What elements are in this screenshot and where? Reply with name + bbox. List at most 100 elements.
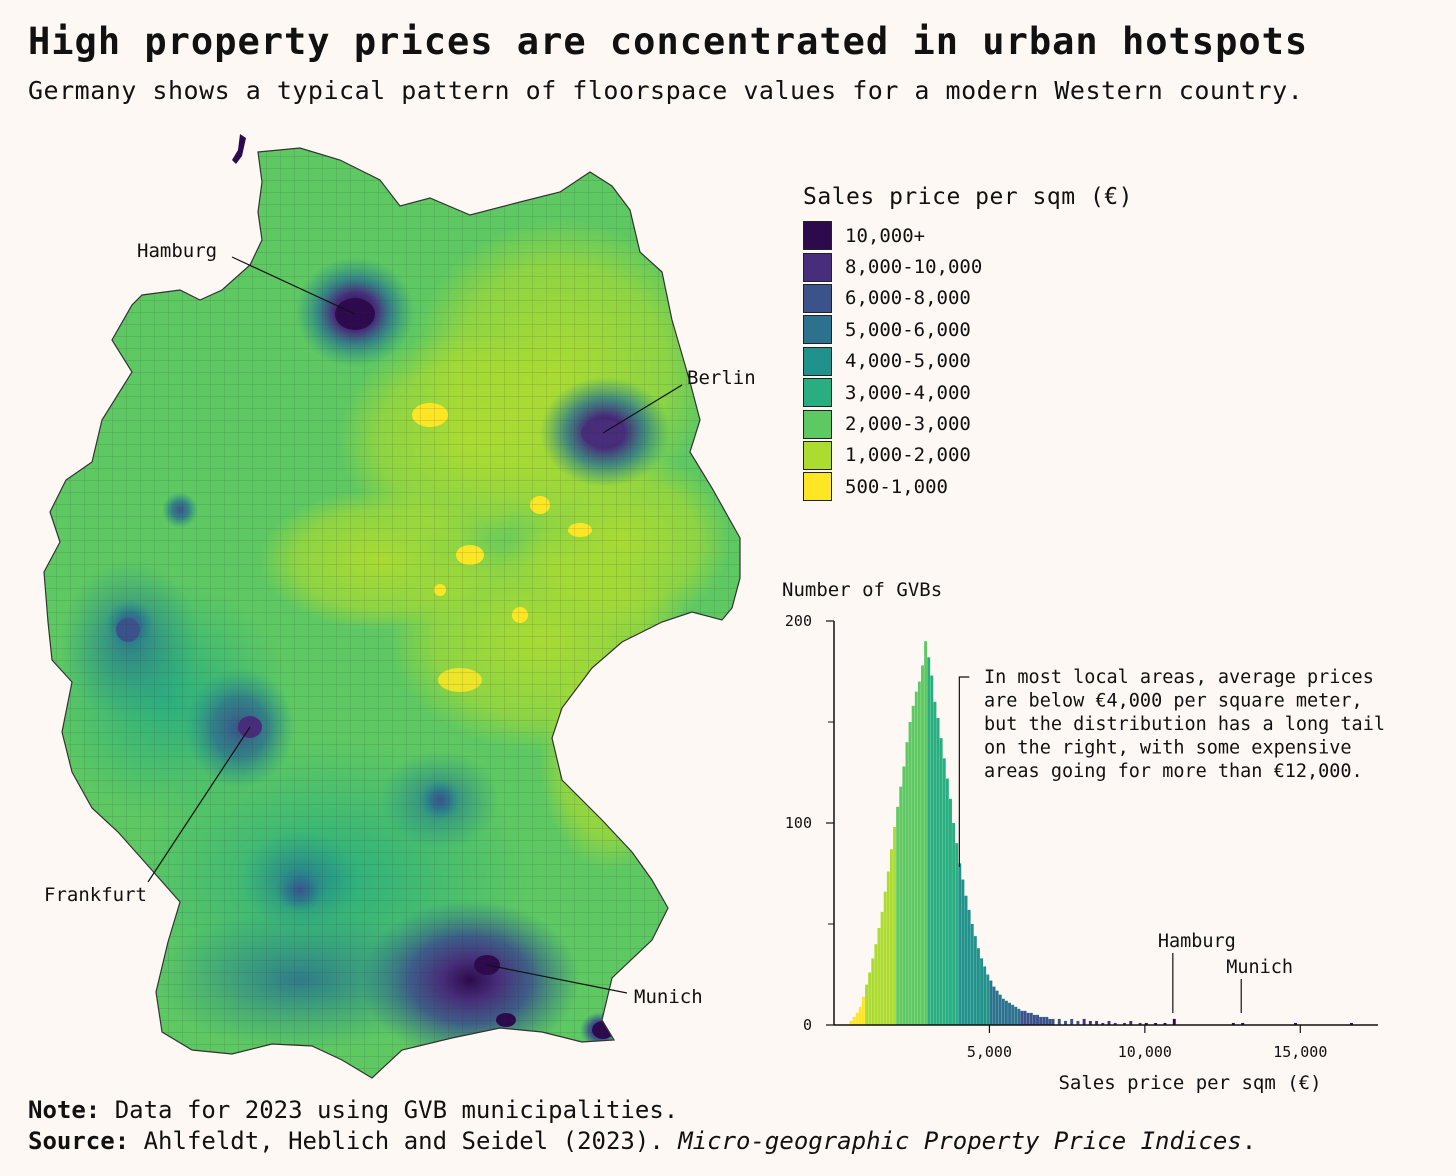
histogram-bar	[1023, 1010, 1027, 1025]
note-line: areas going for more than €12,000.	[984, 761, 1363, 782]
source-label: Source:	[28, 1127, 130, 1155]
histogram-bar	[961, 879, 965, 1025]
histogram-bar	[896, 806, 900, 1025]
legend-label: 10,000+	[845, 224, 926, 247]
germany-price-map: Hamburg Berlin Frankfurt Munich	[43, 134, 756, 1079]
note-bracket	[958, 676, 970, 867]
histogram-bar	[939, 738, 943, 1025]
histogram-bar	[883, 891, 887, 1025]
legend-label: 6,000-8,000	[845, 287, 971, 310]
source-end: .	[1241, 1127, 1257, 1155]
histogram-bar	[1001, 998, 1005, 1025]
histogram-bar	[933, 701, 937, 1025]
city-label-munich: Munich	[634, 986, 703, 1008]
histogram-bar	[949, 798, 952, 1025]
legend-label: 2,000-3,000	[845, 413, 971, 436]
histogram-bar	[998, 994, 1002, 1025]
histogram-bar	[973, 936, 977, 1025]
legend-swatch	[803, 283, 832, 313]
legend-title: Sales price per sqm (€)	[803, 184, 1133, 210]
histogram-bar	[905, 742, 909, 1025]
histogram-bar	[1231, 1022, 1235, 1025]
histogram-bar	[861, 996, 865, 1025]
histogram-bar	[1163, 1022, 1167, 1025]
histogram-bar	[970, 924, 974, 1025]
histogram-bar	[1082, 1018, 1086, 1025]
histogram-bar	[989, 980, 993, 1025]
legend-swatch	[803, 409, 832, 439]
legend-item: 4,000-5,000	[803, 346, 1133, 377]
histogram-bar	[995, 990, 999, 1025]
munich-leader	[486, 964, 628, 994]
city-label-berlin: Berlin	[687, 367, 756, 389]
histogram-bar	[889, 849, 893, 1025]
legend-label: 1,000-2,000	[845, 444, 971, 467]
histogram-bar	[902, 766, 906, 1025]
note-text: Data for 2023 using GVB municipalities.	[100, 1096, 679, 1124]
histogram-bar	[958, 863, 962, 1025]
note-line: but the distribution has a long tail	[984, 714, 1385, 735]
page-title: High property prices are concentrated in…	[28, 20, 1309, 63]
histogram-bar	[1123, 1022, 1127, 1025]
legend-label: 4,000-5,000	[845, 350, 971, 373]
histogram-bar	[865, 984, 868, 1025]
histogram-bar	[1107, 1020, 1111, 1025]
histogram-bar	[893, 827, 896, 1025]
histogram-bars	[849, 641, 1353, 1025]
histogram-bar	[1064, 1020, 1067, 1025]
histogram-bar	[942, 758, 946, 1025]
histogram-bar	[1294, 1022, 1297, 1025]
histogram-bar	[952, 823, 956, 1025]
note-line: In most local areas, average prices	[984, 667, 1374, 688]
legend-items: 10,000+ 8,000-10,000 6,000-8,000 5,000-6,00…	[803, 220, 1133, 503]
legend-item: 10,000+	[803, 220, 1133, 251]
histogram-bar	[927, 657, 931, 1025]
histogram-bar	[1154, 1022, 1158, 1025]
histogram-bar	[1172, 1018, 1176, 1025]
legend-item: 8,000-10,000	[803, 251, 1133, 282]
histogram-bar	[855, 1012, 859, 1025]
hamburg-leader	[231, 256, 356, 315]
legend-swatch	[803, 315, 832, 345]
legend-label: 5,000-6,000	[845, 318, 971, 341]
footer-note: Note: Data for 2023 using GVB municipali…	[28, 1096, 678, 1124]
histogram-bar	[1350, 1022, 1353, 1025]
city-label-hamburg: Hamburg	[137, 240, 217, 262]
histogram-bar	[983, 966, 987, 1025]
source-title: Micro-geographic Property Price Indices	[678, 1127, 1242, 1155]
y-tick-label: 0	[803, 1016, 812, 1034]
histogram-axes: 0 100 200 5,000 10,000 15,000	[785, 612, 1378, 1061]
x-tick-label: 15,000	[1273, 1043, 1327, 1061]
histogram-bar	[886, 871, 890, 1025]
legend-item: 3,000-4,000	[803, 377, 1133, 408]
histogram-bar	[967, 909, 971, 1025]
legend-swatch	[803, 378, 832, 408]
frankfurt-leader	[147, 726, 251, 883]
histogram-bar	[1070, 1018, 1074, 1025]
histogram-bar	[877, 928, 881, 1025]
histogram-bar	[914, 691, 918, 1025]
histogram-bar	[1004, 1000, 1008, 1025]
histogram-annotations: In most local areas, average prices are b…	[958, 667, 1385, 1013]
histogram-bar	[1095, 1020, 1099, 1025]
city-label-frankfurt: Frankfurt	[44, 884, 147, 906]
histogram-bar	[874, 944, 878, 1025]
sylt-island	[232, 134, 246, 164]
histogram-bar	[917, 681, 921, 1025]
legend-swatch	[803, 221, 832, 251]
histogram-bar	[1101, 1022, 1105, 1025]
note-line: are below €4,000 per square meter,	[984, 691, 1363, 712]
legend-item: 5,000-6,000	[803, 314, 1133, 345]
histogram-bar	[1011, 1004, 1015, 1025]
city-annotation-label: Hamburg	[1158, 931, 1236, 952]
histogram-bar	[858, 1006, 862, 1025]
source-text: Ahlfeldt, Heblich and Seidel (2023).	[129, 1127, 679, 1155]
histogram-bar	[921, 665, 924, 1025]
histogram-bar	[1036, 1014, 1039, 1025]
histogram-bar	[936, 717, 940, 1025]
legend-swatch	[803, 252, 832, 282]
histogram-bar	[964, 895, 968, 1025]
histogram-bar	[849, 1020, 853, 1025]
legend-label: 3,000-4,000	[845, 381, 971, 404]
